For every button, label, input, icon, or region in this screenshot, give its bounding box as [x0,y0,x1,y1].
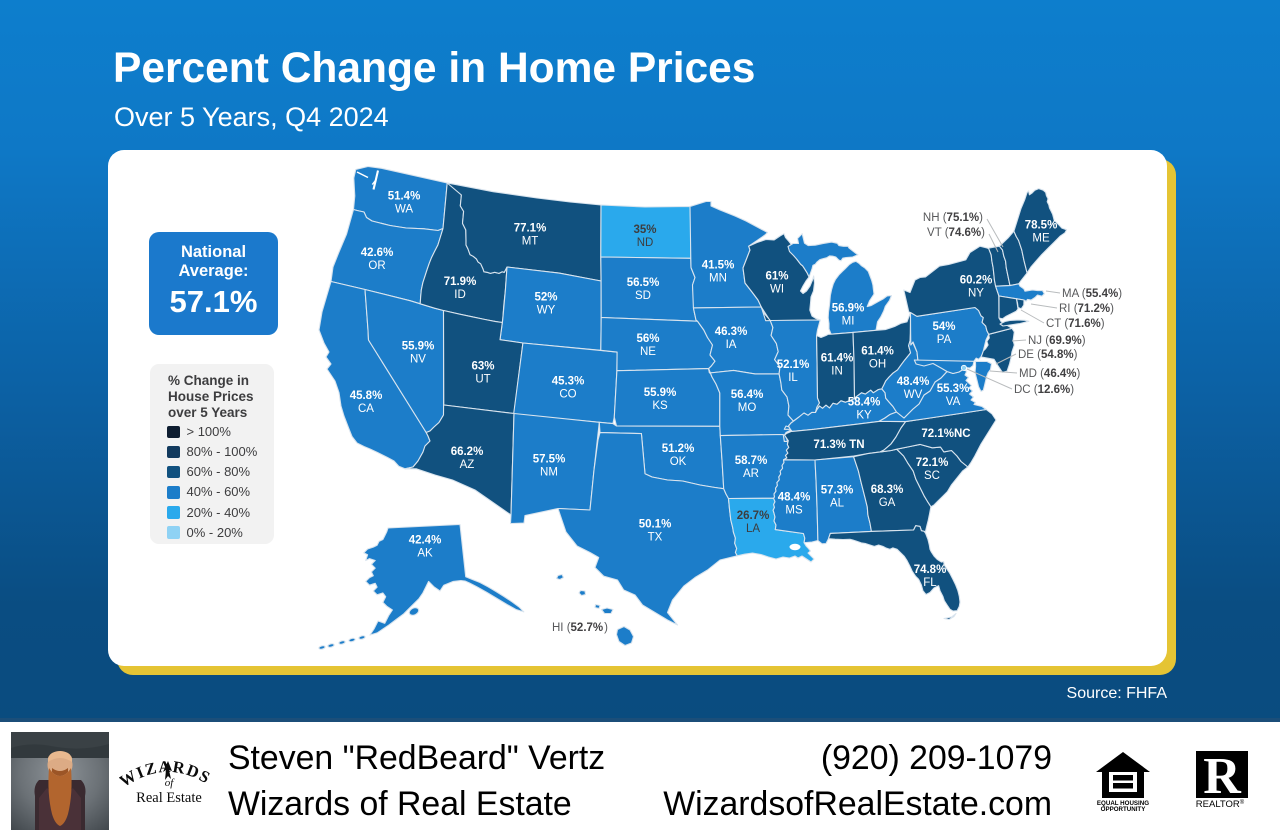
svg-text:HI (52.7% ): HI (52.7% ) [552,622,608,634]
svg-text:78.5%: 78.5% [1025,220,1058,232]
svg-text:WV: WV [904,389,923,401]
svg-text:42.4%: 42.4% [409,535,442,547]
svg-text:VT (74.6%): VT (74.6%) [927,227,985,239]
svg-text:MI: MI [842,316,855,328]
svg-text:of: of [165,777,176,789]
svg-text:51.2%: 51.2% [662,443,695,455]
svg-text:CA: CA [358,403,374,415]
svg-text:MS: MS [785,505,803,517]
svg-text:56.4%: 56.4% [731,389,764,401]
svg-text:46.3%: 46.3% [715,326,748,338]
svg-text:WY: WY [537,305,556,317]
svg-text:TX: TX [648,532,663,544]
svg-text:57.5%: 57.5% [533,454,566,466]
svg-text:R: R [1203,750,1242,805]
svg-text:PA: PA [937,334,952,346]
svg-text:VA: VA [946,396,961,408]
svg-text:42.6%: 42.6% [361,247,394,259]
svg-text:72.1%: 72.1% [916,457,949,469]
svg-text:56.9%: 56.9% [832,303,865,315]
svg-text:55.3%: 55.3% [937,383,970,395]
svg-text:MO: MO [738,402,757,414]
svg-text:55.9%: 55.9% [644,387,677,399]
svg-text:56.5%: 56.5% [627,277,660,289]
svg-text:45.8%: 45.8% [350,390,383,402]
svg-text:SD: SD [635,290,651,302]
svg-text:63%: 63% [471,361,494,373]
svg-text:58.4%: 58.4% [848,397,881,409]
svg-text:MN: MN [709,273,727,285]
svg-text:NJ (69.9%): NJ (69.9%) [1028,335,1086,347]
svg-text:NY: NY [968,288,984,300]
svg-text:WA: WA [395,204,413,216]
svg-text:26.7%: 26.7% [737,510,770,522]
svg-text:NV: NV [410,354,426,366]
svg-text:LA: LA [746,523,760,535]
svg-text:AR: AR [743,468,759,480]
svg-text:GA: GA [879,497,896,509]
svg-text:IL: IL [788,372,798,384]
svg-text:SC: SC [924,470,940,482]
svg-text:ND: ND [637,237,654,249]
svg-text:AK: AK [417,548,433,560]
svg-text:58.7%: 58.7% [735,455,768,467]
svg-text:IN: IN [831,366,843,378]
svg-text:DE (54.8%): DE (54.8%) [1018,349,1078,361]
svg-text:61.4%: 61.4% [821,353,854,365]
svg-text:OPPORTUNITY: OPPORTUNITY [1101,806,1147,812]
svg-text:68.3%: 68.3% [871,484,904,496]
svg-text:57.3%: 57.3% [821,485,854,497]
svg-text:ID: ID [454,289,466,301]
svg-text:OK: OK [670,456,687,468]
svg-text:RI (71.2%): RI (71.2%) [1059,303,1114,315]
svg-text:AL: AL [830,498,845,510]
svg-text:MD (46.4%): MD (46.4%) [1019,368,1081,380]
svg-text:NM: NM [540,467,558,479]
svg-text:OR: OR [368,260,385,272]
svg-text:IA: IA [726,339,737,351]
svg-text:48.4%: 48.4% [778,492,811,504]
svg-text:UT: UT [475,374,490,386]
svg-text:52.1%: 52.1% [777,359,810,371]
svg-text:MT: MT [522,236,539,248]
svg-text:61%: 61% [765,271,788,283]
svg-text:EQUAL HOUSING: EQUAL HOUSING [1097,800,1149,807]
svg-text:FL: FL [923,577,937,589]
svg-text:CO: CO [559,389,576,401]
svg-text:74.8%: 74.8% [914,564,947,576]
svg-text:CT (71.6%): CT (71.6%) [1046,318,1105,330]
svg-text:OH: OH [869,359,886,371]
svg-text:MA (55.4%): MA (55.4%) [1062,288,1122,300]
svg-text:Real Estate: Real Estate [136,790,202,806]
svg-text:55.9%: 55.9% [402,341,435,353]
svg-text:REALTOR®: REALTOR® [1196,799,1245,810]
svg-text:41.5%: 41.5% [702,260,735,272]
svg-text:66.2%: 66.2% [451,446,484,458]
svg-text:ME: ME [1032,233,1050,245]
svg-text:NH (75.1%): NH (75.1%) [923,212,983,224]
svg-text:35%: 35% [633,224,656,236]
svg-text:KS: KS [652,400,668,412]
svg-text:72.1%NC: 72.1%NC [921,428,970,440]
svg-text:50.1%: 50.1% [639,519,672,531]
svg-text:71.3% TN: 71.3% TN [813,439,864,451]
svg-text:NE: NE [640,346,656,358]
svg-text:45.3%: 45.3% [552,376,585,388]
svg-text:DC (12.6%): DC (12.6%) [1014,384,1074,396]
svg-text:52%: 52% [534,292,557,304]
svg-text:61.4%: 61.4% [861,346,894,358]
svg-text:WI: WI [770,284,784,296]
svg-text:AZ: AZ [460,459,475,471]
svg-text:51.4%: 51.4% [388,191,421,203]
svg-text:KY: KY [856,410,872,422]
svg-text:60.2%: 60.2% [960,275,993,287]
svg-text:54%: 54% [932,321,955,333]
svg-text:56%: 56% [636,333,659,345]
svg-text:48.4%: 48.4% [897,376,930,388]
svg-text:71.9%: 71.9% [444,276,477,288]
svg-text:77.1%: 77.1% [514,223,547,235]
